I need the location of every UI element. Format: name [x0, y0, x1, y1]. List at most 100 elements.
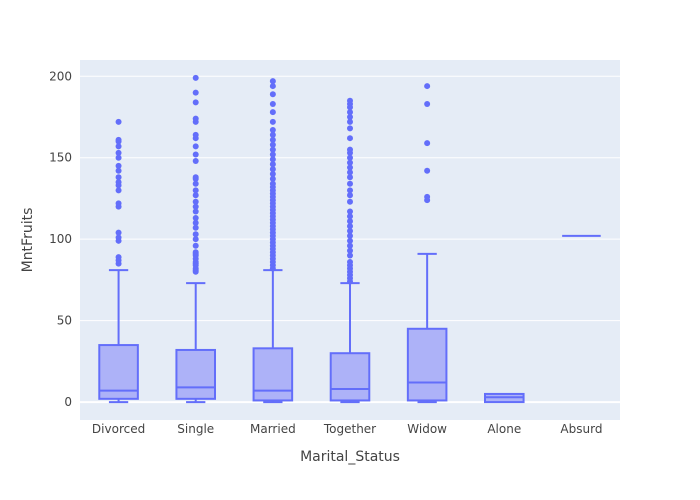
outlier-point [347, 208, 353, 215]
outlier-point [115, 162, 122, 169]
outlier-point [192, 236, 199, 243]
outlier-point [192, 143, 199, 150]
outlier-point [269, 109, 276, 116]
outlier-point [192, 187, 199, 194]
outlier-point [192, 192, 199, 199]
outlier-point [115, 143, 122, 150]
box-body [329, 352, 371, 402]
outlier-point [115, 200, 122, 207]
outlier-point [269, 151, 276, 158]
outlier-point [192, 115, 199, 122]
outlier-point [115, 254, 122, 261]
outlier-point [115, 154, 122, 161]
outlier-point [347, 232, 353, 239]
box-body [252, 347, 294, 402]
outlier-point [192, 151, 199, 158]
outlier-point [192, 131, 199, 138]
outlier-point [269, 91, 276, 98]
outlier-point [269, 136, 276, 143]
outlier-point [347, 174, 353, 181]
outlier-point [115, 229, 122, 236]
x-tick-label: Single [177, 422, 214, 436]
outlier-point [269, 161, 276, 168]
outlier-point [192, 219, 199, 226]
outlier-point [347, 164, 353, 171]
outlier-point [192, 198, 199, 205]
outlier-point [347, 169, 353, 176]
outlier-point [192, 99, 199, 106]
outlier-point [347, 109, 353, 116]
outlier-point [347, 252, 353, 259]
outlier-point [269, 78, 276, 85]
x-tick-label: Together [323, 422, 376, 436]
box-alone [484, 392, 525, 404]
outlier-point [192, 208, 199, 215]
outlier-point [424, 140, 431, 147]
outlier-point [192, 224, 199, 231]
y-tick-labels: 0 50 100 150 200 [49, 69, 72, 409]
box-single [175, 74, 217, 404]
outlier-point [269, 180, 276, 187]
box-divorced [98, 118, 139, 404]
outlier-point [347, 258, 353, 265]
outlier-point [347, 154, 353, 161]
outlier-point [347, 242, 353, 249]
outlier-point [115, 179, 122, 186]
outlier-point [269, 141, 276, 148]
outlier-point [424, 83, 431, 90]
outlier-point [347, 146, 353, 153]
y-tick-label: 0 [64, 395, 72, 409]
outlier-point [192, 203, 199, 210]
outlier-point [115, 187, 122, 194]
outlier-point [347, 228, 353, 235]
outlier-point [192, 174, 199, 181]
outlier-point [347, 187, 353, 194]
y-tick-label: 50 [57, 314, 72, 328]
outlier-point [269, 100, 276, 107]
x-tick-label: Widow [407, 422, 447, 436]
outlier-point [115, 149, 122, 156]
y-tick-label: 200 [49, 69, 72, 83]
x-axis-title: Marital_Status [300, 449, 400, 465]
outlier-point [269, 146, 276, 153]
outlier-point [192, 89, 199, 96]
outlier-point [115, 167, 122, 174]
outlier-point [269, 118, 276, 125]
outlier-point [192, 231, 199, 238]
y-tick-label: 100 [49, 232, 72, 246]
box-together [329, 97, 371, 404]
outlier-point [269, 127, 276, 134]
x-tick-label: Alone [487, 422, 521, 436]
outlier-point [347, 159, 353, 166]
outlier-point [347, 198, 353, 205]
outlier-point [347, 125, 353, 132]
outlier-point [347, 180, 353, 187]
outlier-point [115, 174, 122, 181]
outlier-point [347, 135, 353, 142]
outlier-point [347, 223, 353, 230]
outlier-point [269, 175, 276, 182]
box-married [252, 78, 294, 404]
outlier-point [424, 193, 431, 200]
outlier-point [424, 167, 431, 174]
outlier-point [269, 83, 276, 90]
x-tick-label: Divorced [92, 422, 145, 436]
y-axis-title: MntFruits [20, 208, 36, 273]
outlier-point [269, 131, 276, 138]
outlier-point [192, 249, 199, 256]
outlier-point [192, 157, 199, 164]
outlier-point [424, 100, 431, 107]
box-body [175, 348, 217, 400]
outlier-point [269, 171, 276, 178]
box-widow [406, 83, 448, 404]
outlier-point [347, 118, 353, 125]
outlier-point [347, 247, 353, 254]
outlier-point [269, 166, 276, 173]
outlier-point [115, 118, 122, 125]
outlier-point [347, 218, 353, 225]
outlier-point [347, 213, 353, 220]
outlier-point [347, 97, 353, 104]
outlier-point [115, 234, 122, 241]
y-tick-label: 150 [49, 151, 72, 165]
